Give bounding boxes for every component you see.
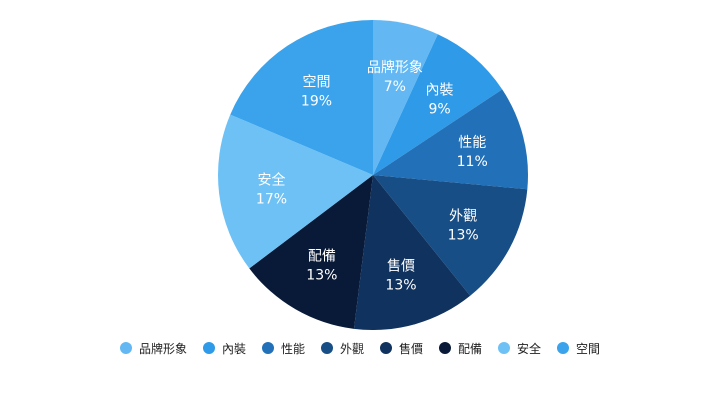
legend-swatch xyxy=(557,342,570,354)
pie-slice-1 xyxy=(373,34,503,175)
slice-category-label: 品牌形象 xyxy=(367,59,423,76)
legend-swatch xyxy=(119,342,132,354)
pie-slice-2 xyxy=(373,89,529,190)
slice-percent-label: 19% xyxy=(301,94,332,110)
slice-percent-label: 9% xyxy=(428,101,450,117)
slice-category-label: 空間 xyxy=(302,75,330,91)
pie-slice-6 xyxy=(218,114,373,269)
pie-slice-3 xyxy=(373,175,528,296)
pie-labels: 品牌形象 7% 內裝 9% 性能 11% 外觀 13% 售價 13% 配備 13% 安全 17% 空間 19% xyxy=(256,59,488,293)
legend-label: 性能 xyxy=(280,341,305,356)
pie-chart-svg: 品牌形象 7% 內裝 9% 性能 11% 外觀 13% 售價 13% 配備 13% 安全 17% 空間 19% xyxy=(218,20,529,330)
slice-percent-label: 7% xyxy=(384,79,406,95)
legend-swatch xyxy=(202,342,215,354)
slice-percent-label: 13% xyxy=(385,277,416,293)
legend-item[interactable]: 空間 xyxy=(557,340,600,357)
slice-category-label: 性能 xyxy=(458,135,486,151)
pie-slices xyxy=(218,20,529,330)
legend-label: 品牌形象 xyxy=(138,341,187,356)
pie-slice-4 xyxy=(353,175,471,330)
slice-category-label: 外觀 xyxy=(449,208,477,224)
legend-item[interactable]: 內裝 xyxy=(202,340,246,357)
legend-swatch xyxy=(261,342,274,354)
legend-swatch xyxy=(320,342,333,354)
legend-item[interactable]: 售價 xyxy=(380,340,423,357)
pie-slice-5 xyxy=(249,175,373,329)
slice-percent-label: 13% xyxy=(306,268,337,284)
slice-category-label: 售價 xyxy=(387,257,415,274)
pie-slice-0 xyxy=(373,20,438,175)
pie-slice-7 xyxy=(230,20,373,175)
legend-label: 配備 xyxy=(458,341,483,356)
slice-percent-label: 13% xyxy=(448,227,479,243)
legend-label: 內裝 xyxy=(221,341,246,356)
legend-item[interactable]: 品牌形象 xyxy=(119,340,187,357)
legend-label: 空間 xyxy=(576,341,601,356)
legend-item[interactable]: 安全 xyxy=(498,340,541,357)
legend-item[interactable]: 配備 xyxy=(439,340,482,357)
slice-category-label: 安全 xyxy=(257,172,285,189)
legend-item[interactable]: 外觀 xyxy=(320,340,364,357)
legend-swatch xyxy=(439,342,452,354)
legend-swatch xyxy=(498,342,511,354)
legend-label: 安全 xyxy=(517,341,542,356)
legend-label: 外觀 xyxy=(339,341,364,356)
legend-item[interactable]: 性能 xyxy=(261,340,305,357)
legend-swatch xyxy=(380,342,392,354)
legend-label: 售價 xyxy=(399,341,424,356)
slice-category-label: 配備 xyxy=(308,249,336,265)
legend: 品牌形象 內裝 性能 外觀 售價 配備 安全 空間 xyxy=(0,338,720,358)
slice-percent-label: 17% xyxy=(256,192,287,208)
slice-category-label: 內裝 xyxy=(426,82,454,98)
slice-percent-label: 11% xyxy=(457,154,488,170)
